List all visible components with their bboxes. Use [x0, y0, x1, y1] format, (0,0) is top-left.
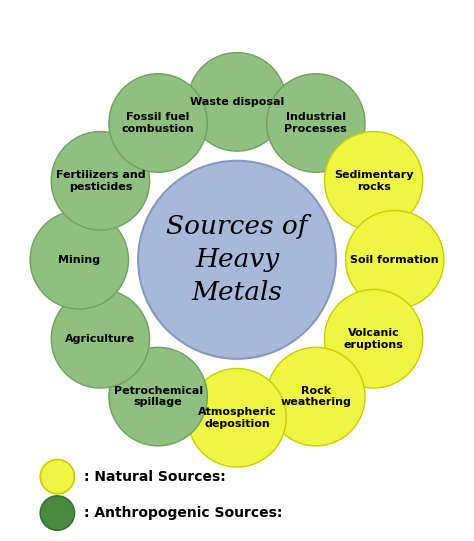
Text: Sources of
Heavy
Metals: Sources of Heavy Metals — [166, 214, 308, 305]
Text: Agriculture: Agriculture — [65, 334, 136, 344]
Ellipse shape — [40, 459, 74, 494]
Text: Industrial
Processes: Industrial Processes — [284, 112, 347, 134]
Ellipse shape — [109, 347, 207, 446]
Ellipse shape — [138, 161, 336, 359]
Text: Atmospheric
deposition: Atmospheric deposition — [198, 407, 276, 428]
Text: Volcanic
eruptions: Volcanic eruptions — [344, 328, 403, 349]
Text: Soil formation: Soil formation — [350, 255, 439, 265]
Text: : Anthropogenic Sources:: : Anthropogenic Sources: — [84, 506, 282, 520]
Text: Petrochemical
spillage: Petrochemical spillage — [114, 386, 203, 407]
Text: Waste disposal: Waste disposal — [190, 97, 284, 107]
Ellipse shape — [267, 74, 365, 172]
Ellipse shape — [267, 347, 365, 446]
Text: Rock
weathering: Rock weathering — [281, 386, 351, 407]
Ellipse shape — [30, 210, 128, 309]
Ellipse shape — [51, 131, 150, 230]
Text: Fertilizers and
pesticides: Fertilizers and pesticides — [55, 170, 145, 192]
Ellipse shape — [324, 131, 423, 230]
Ellipse shape — [346, 210, 444, 309]
Ellipse shape — [188, 52, 286, 151]
Ellipse shape — [40, 496, 74, 530]
Ellipse shape — [51, 289, 150, 388]
Text: : Natural Sources:: : Natural Sources: — [84, 470, 226, 484]
Ellipse shape — [109, 74, 207, 172]
Text: Mining: Mining — [58, 255, 100, 265]
Ellipse shape — [324, 289, 423, 388]
Text: Sedimentary
rocks: Sedimentary rocks — [334, 170, 413, 192]
Text: Fossil fuel
combustion: Fossil fuel combustion — [122, 112, 194, 134]
Ellipse shape — [188, 368, 286, 467]
